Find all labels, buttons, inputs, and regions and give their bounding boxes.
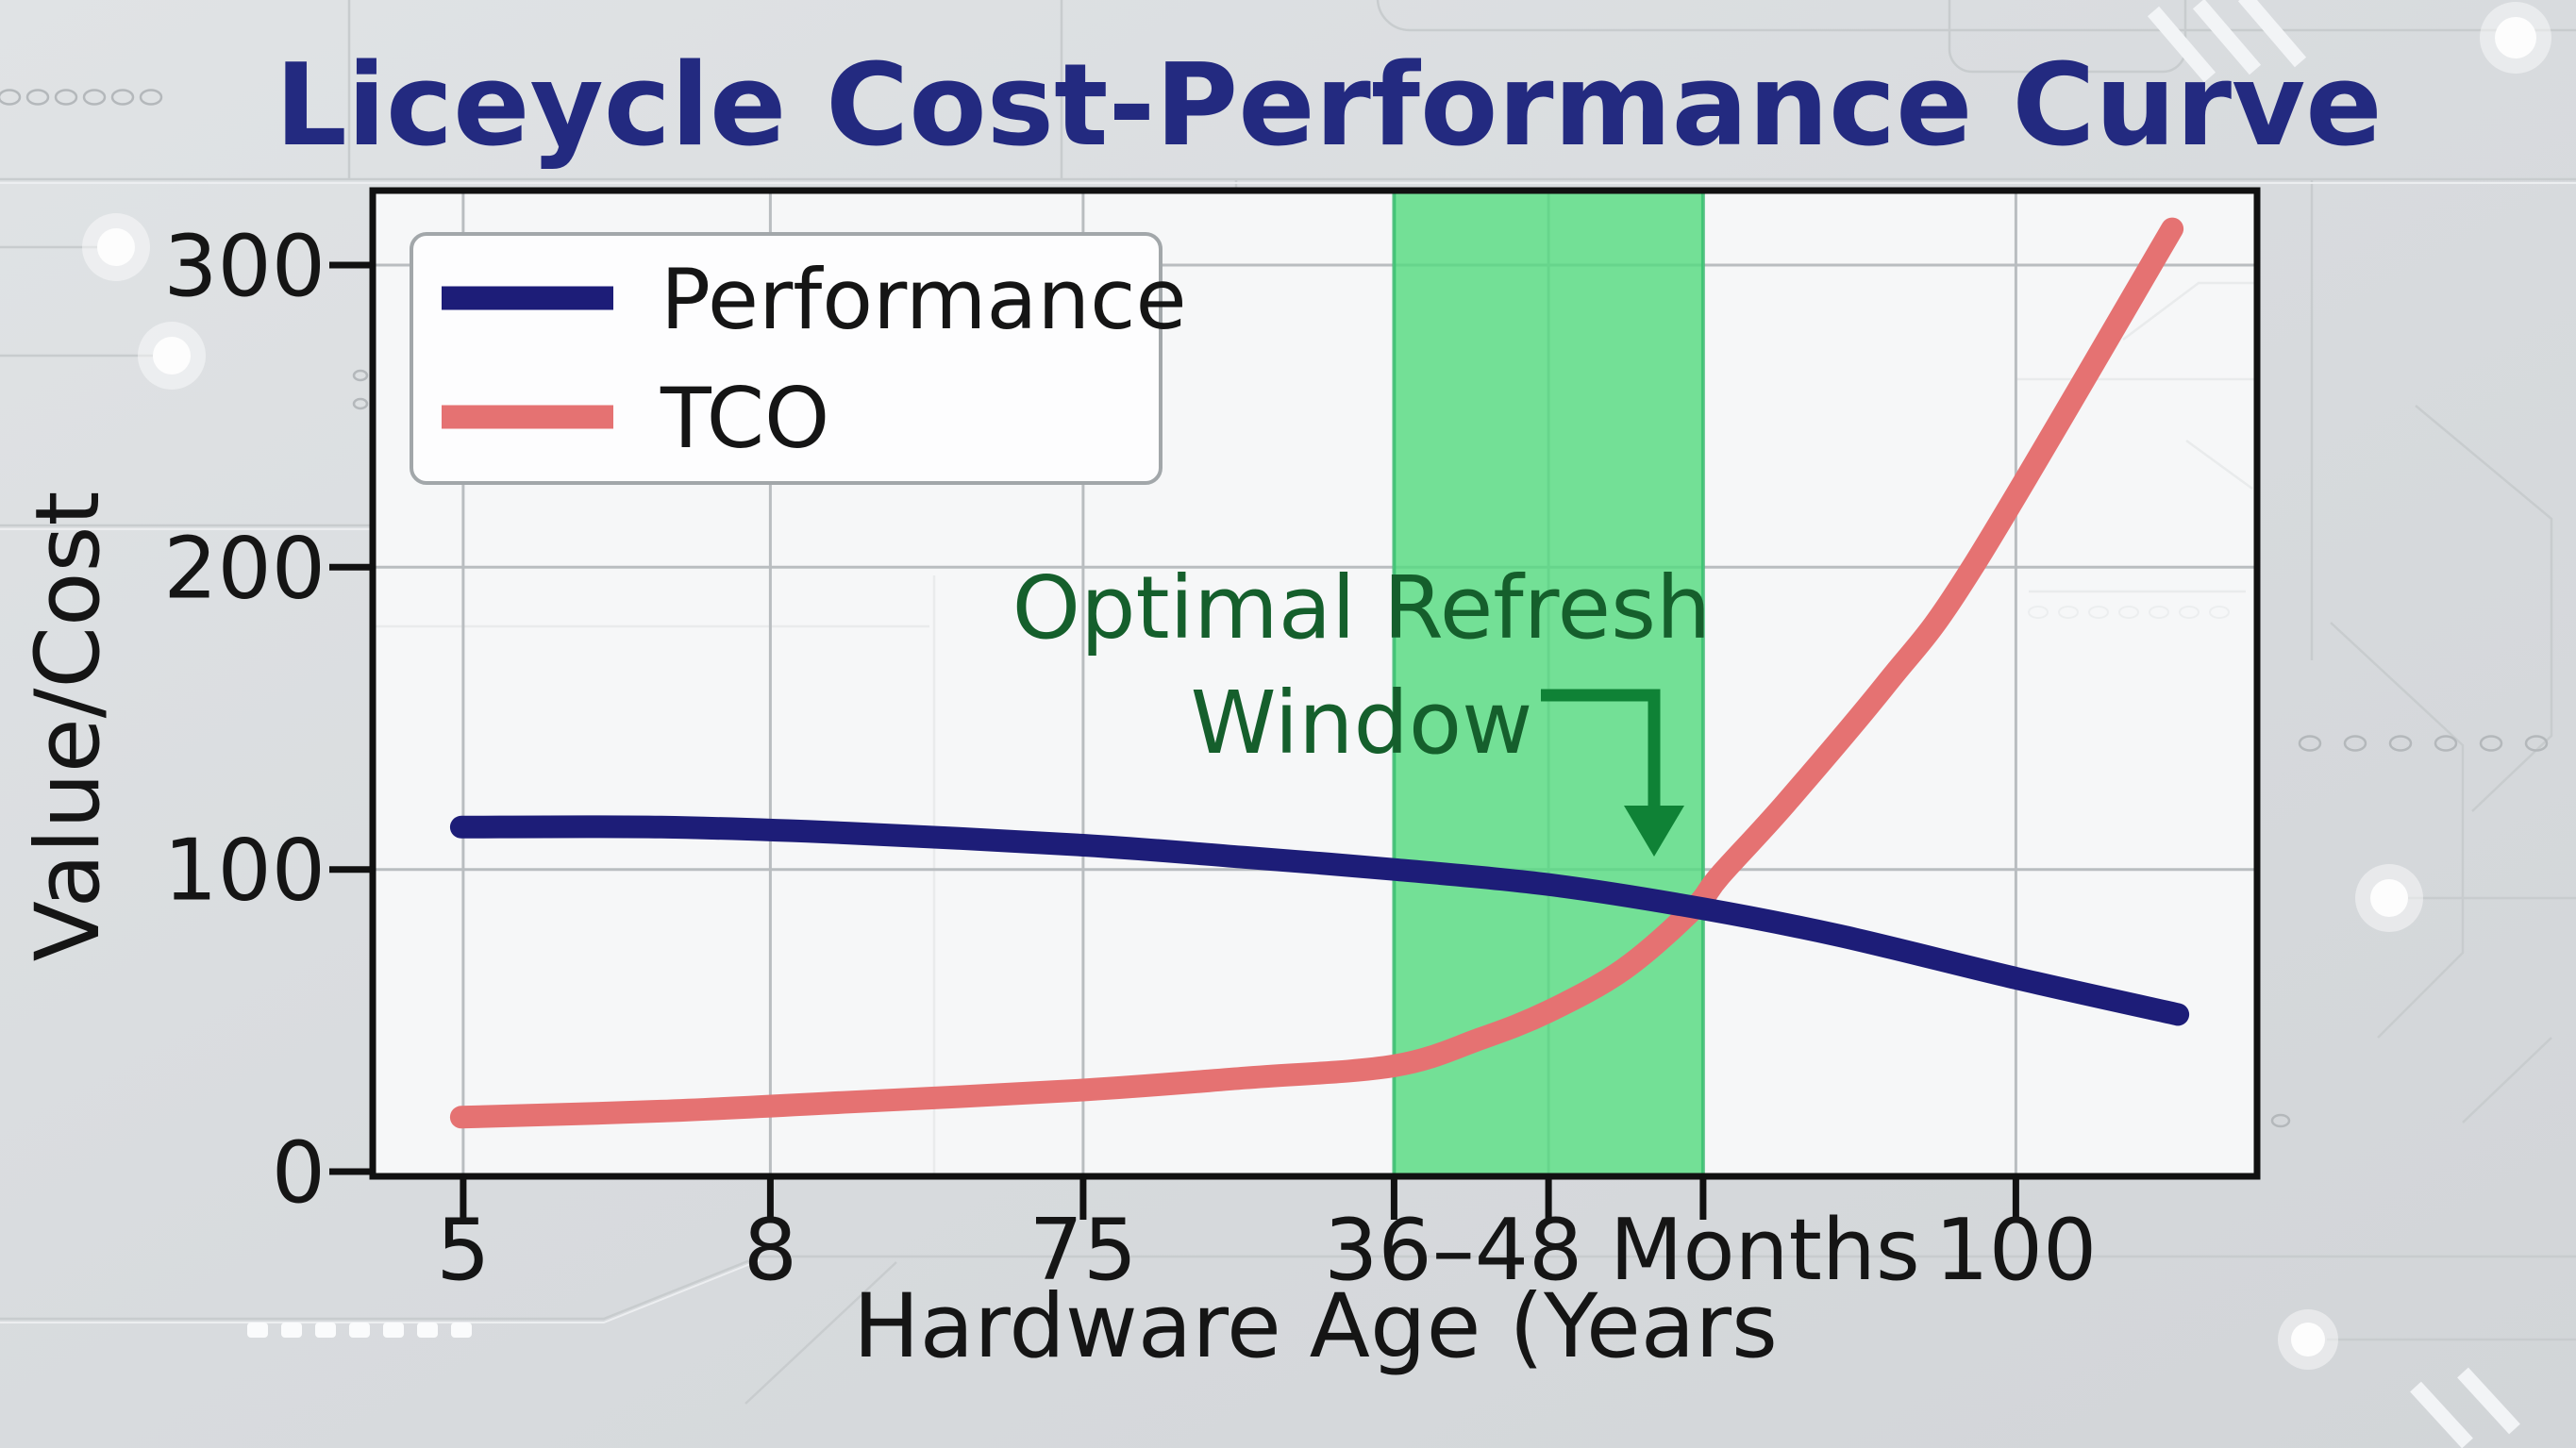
performance-curve [449, 815, 2190, 1026]
x-axis-label: Hardware Age (Years [853, 1275, 1778, 1378]
x-tick-labels: 5 8 75 36–48 Months 100 [436, 1201, 2097, 1300]
x-tick-label: 100 [1935, 1201, 2098, 1300]
y-tick-label: 300 [163, 217, 326, 316]
y-tick-label: 0 [272, 1123, 326, 1223]
annotation-arrow-icon [1541, 689, 1661, 809]
plot-area-texture [373, 281, 2257, 1176]
plot-area-pad-dots [2028, 606, 2230, 619]
white-pad-row [247, 1323, 472, 1338]
legend-item-performance: Performance [661, 251, 1187, 348]
tco-curve [449, 217, 2184, 1129]
data-curves [449, 217, 2190, 1129]
x-tick-label: 36–48 Months [1324, 1201, 1920, 1300]
legend: Performance TCO [410, 232, 1187, 485]
corner-stripes [2147, 0, 2520, 1448]
circuit-traces [0, 0, 2576, 1405]
x-tick-label: 5 [436, 1201, 490, 1300]
plot-border [369, 187, 2261, 1180]
optimal-refresh-annotation: Optimal Refresh Window [1012, 558, 1712, 857]
axis-ticks [329, 261, 2019, 1220]
x-tick-label: 8 [744, 1201, 797, 1300]
annotation-line2: Window [1191, 673, 1533, 774]
annotation-line1: Optimal Refresh [1012, 558, 1712, 658]
y-tick-labels: 0 100 200 300 [163, 217, 326, 1223]
chart-title: Liceycle Cost-Performance Curve [275, 41, 2382, 172]
glow-dots [82, 2, 2551, 1370]
legend-item-tco: TCO [660, 370, 829, 467]
y-tick-label: 200 [163, 519, 326, 618]
y-axis-label: Value/Cost [17, 491, 120, 962]
y-tick-label: 100 [163, 822, 326, 921]
annotation-arrowhead-icon [1624, 806, 1684, 857]
x-tick-label: 75 [1029, 1201, 1138, 1300]
